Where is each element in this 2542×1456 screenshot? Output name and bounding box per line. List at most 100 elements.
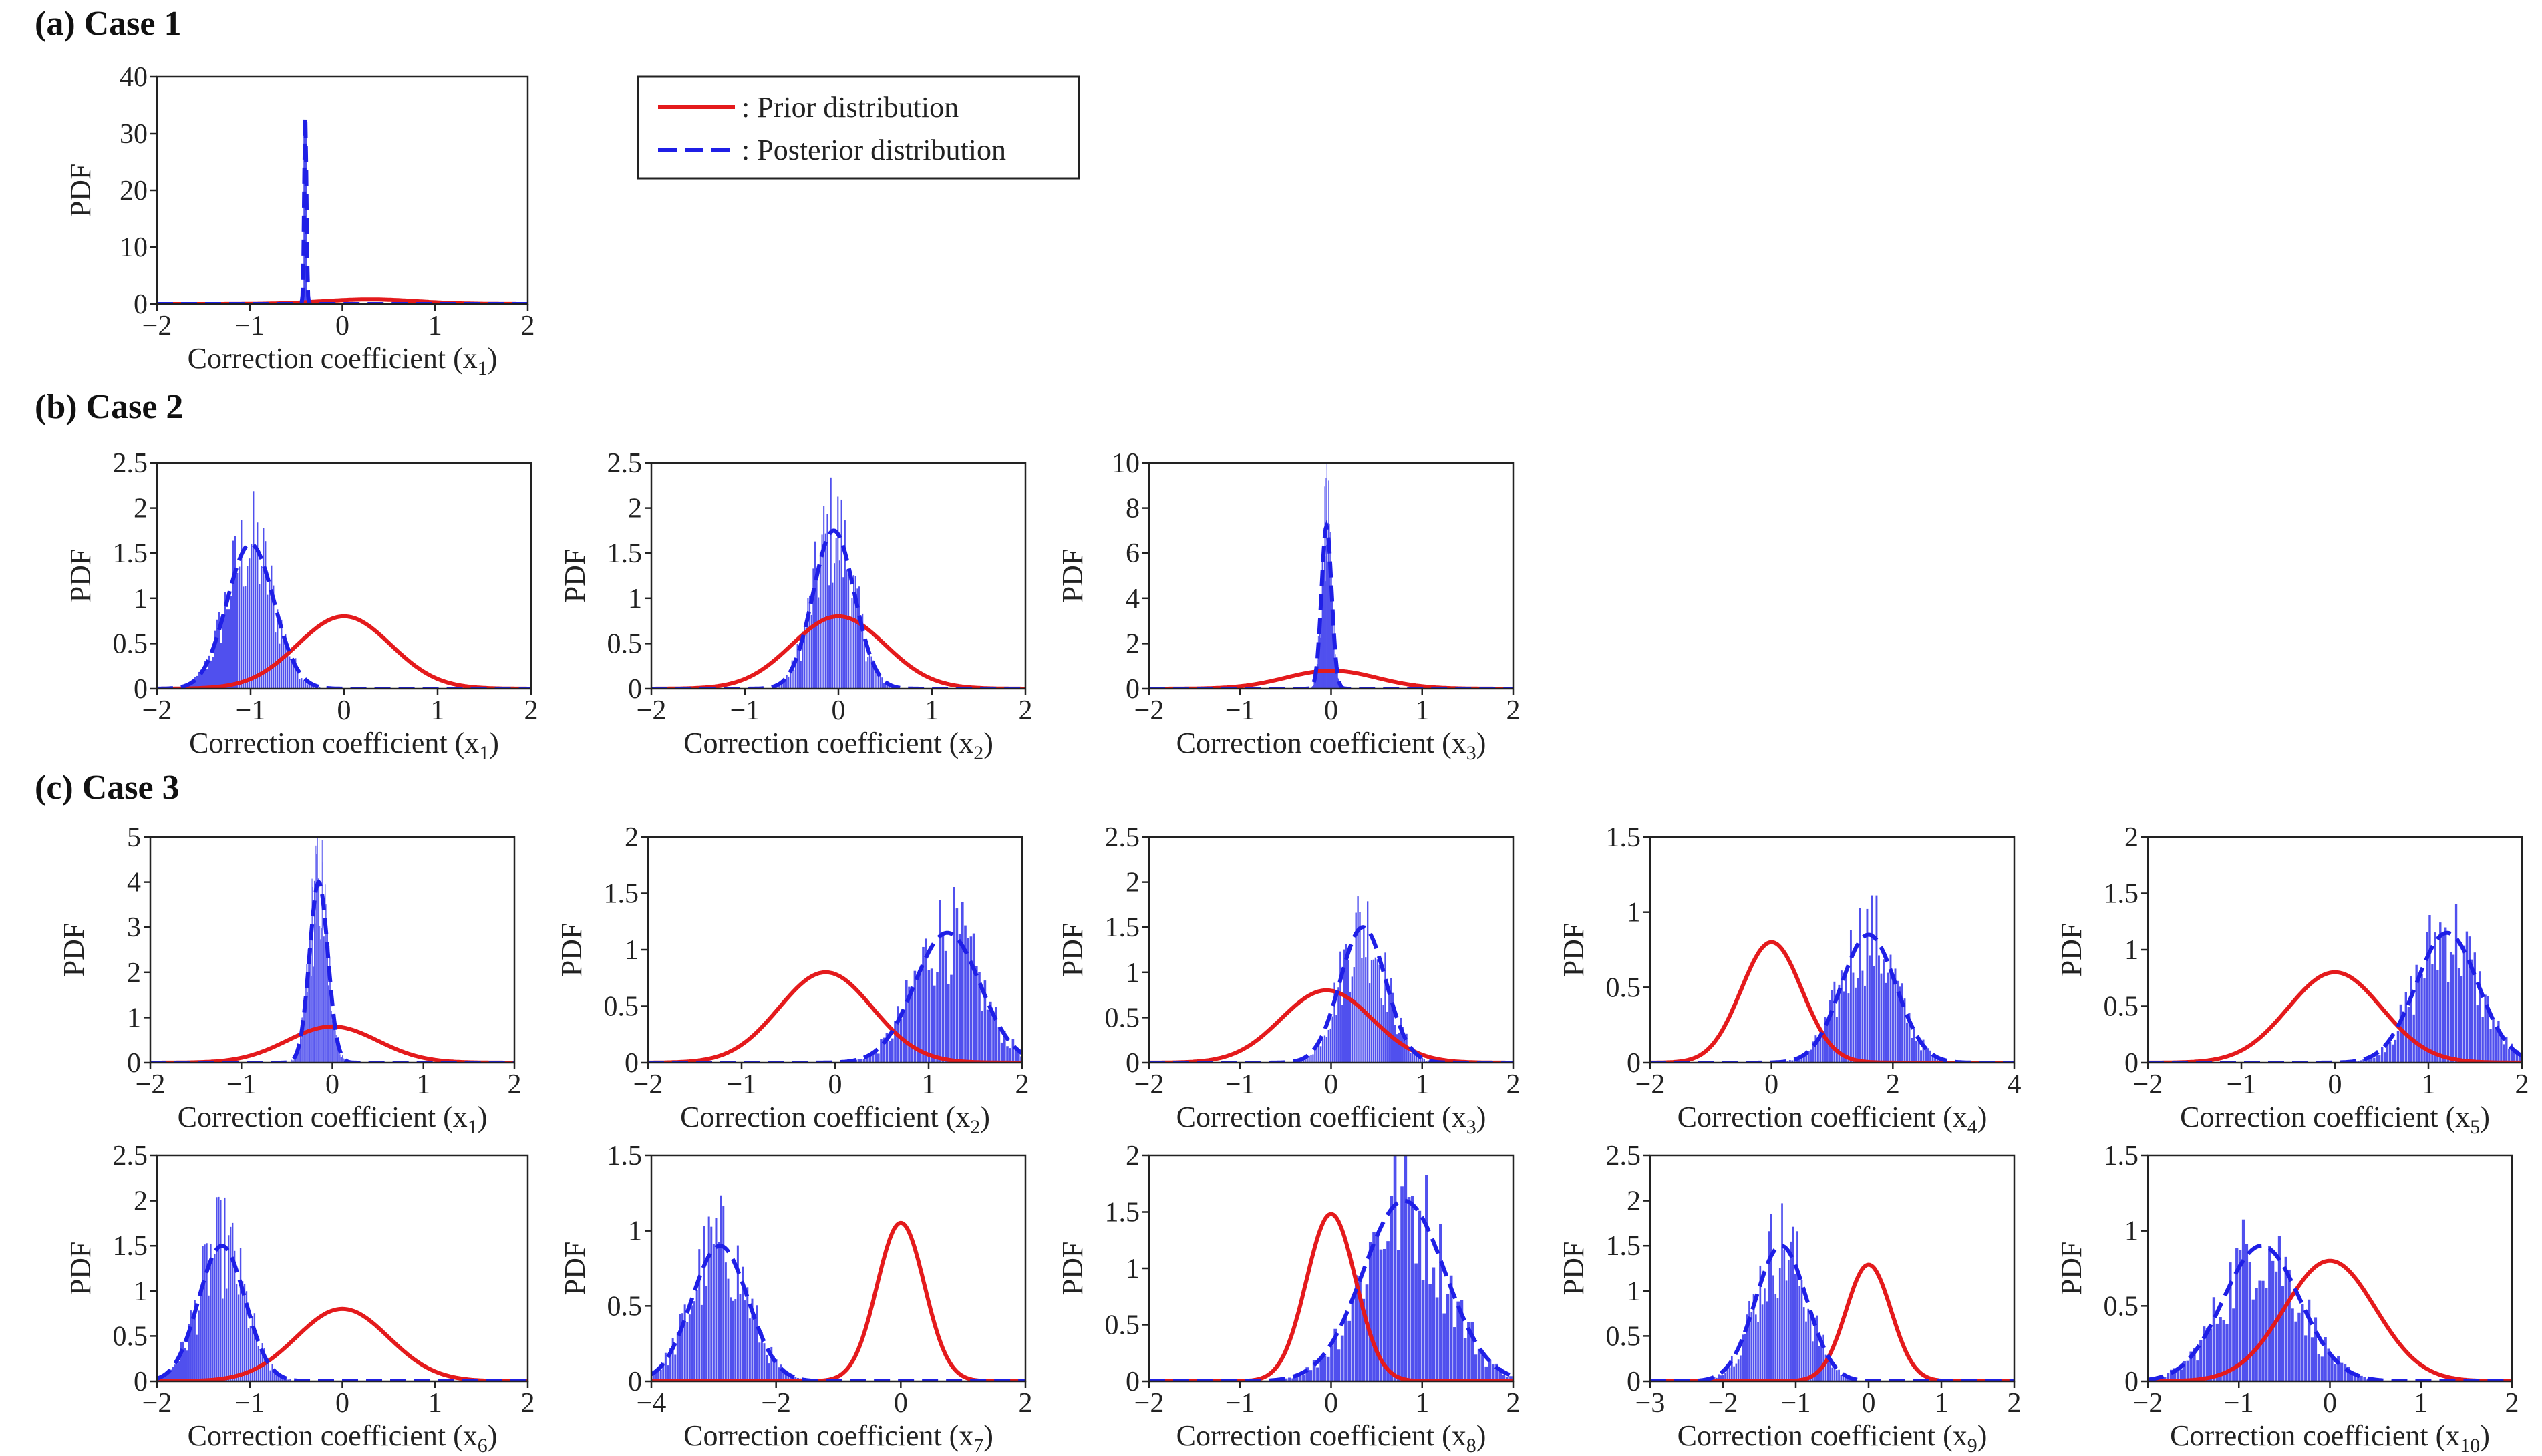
x-tick-label: −2 bbox=[637, 695, 667, 726]
histogram-bar bbox=[214, 1254, 216, 1381]
histogram-bar bbox=[1337, 1349, 1341, 1381]
histogram-bar bbox=[337, 1045, 339, 1063]
histogram-bar bbox=[1351, 976, 1353, 1063]
histogram-bar bbox=[1291, 1378, 1295, 1381]
x-tick-label: −2 bbox=[142, 695, 172, 726]
histogram-bar bbox=[872, 660, 875, 689]
x-tick-label: 2 bbox=[1015, 1069, 1029, 1100]
y-tick-label: 0.5 bbox=[604, 992, 639, 1023]
histogram-bar bbox=[1925, 1048, 1927, 1063]
histogram-bar bbox=[1404, 1041, 1406, 1063]
histogram-bar bbox=[1520, 1378, 1523, 1381]
histogram-bar bbox=[1897, 980, 1899, 1063]
histogram-bar bbox=[1903, 998, 1906, 1063]
histogram-bar bbox=[2362, 1059, 2365, 1063]
histogram-bar bbox=[810, 614, 812, 689]
histogram-bar bbox=[779, 685, 781, 689]
histogram-bar bbox=[299, 1048, 300, 1063]
histogram-bar bbox=[1750, 1312, 1753, 1381]
histogram-bar bbox=[265, 541, 267, 689]
histogram-bar bbox=[1311, 687, 1313, 689]
y-axis-label: PDF bbox=[64, 549, 97, 603]
histogram-bar bbox=[1811, 1341, 1814, 1381]
histogram-bar bbox=[253, 491, 255, 689]
histogram-bar bbox=[2189, 1351, 2193, 1381]
histogram-bar bbox=[688, 1314, 691, 1381]
histogram-bar bbox=[220, 643, 222, 689]
plot-area bbox=[1650, 1203, 2014, 1381]
histogram-bar bbox=[788, 676, 790, 689]
y-tick-label: 2.5 bbox=[1105, 822, 1140, 853]
posterior-curve bbox=[157, 542, 531, 689]
histogram-bar bbox=[285, 634, 287, 689]
histogram-bar bbox=[192, 1318, 194, 1381]
histogram-bar bbox=[1453, 1327, 1456, 1381]
histogram-bar bbox=[1321, 618, 1322, 689]
histogram-bar bbox=[2434, 932, 2436, 1063]
histogram-bar bbox=[1831, 990, 1833, 1063]
y-tick-label: 1.5 bbox=[607, 1141, 643, 1171]
y-tick-label: 0.5 bbox=[607, 1291, 643, 1322]
histogram-bar bbox=[992, 1015, 995, 1063]
histogram-bar bbox=[2462, 945, 2466, 1063]
histogram-bar bbox=[780, 681, 782, 689]
y-tick-label: 0 bbox=[625, 1048, 639, 1079]
y-tick-label: 1 bbox=[625, 935, 639, 966]
histogram-bar bbox=[883, 1037, 885, 1063]
histogram-bar bbox=[204, 661, 206, 689]
histogram-bar bbox=[868, 1054, 871, 1063]
histogram-bar bbox=[975, 966, 978, 1063]
histogram-bar bbox=[2373, 1057, 2376, 1063]
histogram-bar bbox=[1791, 1060, 1794, 1063]
histogram-bar bbox=[1718, 1374, 1720, 1381]
histogram-bar bbox=[198, 671, 200, 689]
panel-b1: −2 −1 0 1 2 0 0.5 1 1.5 2 2.5 PDF Correction coeffic… bbox=[64, 448, 538, 764]
histogram-bar bbox=[2284, 1256, 2287, 1381]
histogram-bar bbox=[1792, 1226, 1794, 1381]
y-axis-label: PDF bbox=[1056, 549, 1089, 603]
prior-curve bbox=[1650, 940, 2014, 1063]
histogram bbox=[1786, 895, 1951, 1063]
histogram-bar bbox=[880, 1039, 883, 1063]
histogram-bar bbox=[1404, 1155, 1408, 1381]
histogram-bar bbox=[676, 1332, 679, 1381]
histogram-bar bbox=[2524, 1056, 2526, 1063]
prior-curve bbox=[2148, 1258, 2512, 1381]
histogram-bar bbox=[877, 1053, 880, 1063]
histogram-bar bbox=[1754, 1314, 1757, 1381]
histogram-bar bbox=[772, 1356, 775, 1381]
histogram-bar bbox=[2503, 1044, 2505, 1063]
histogram-bar bbox=[271, 1364, 273, 1381]
histogram-bar bbox=[1807, 1308, 1810, 1381]
y-tick-label: 2 bbox=[134, 494, 148, 524]
posterior-curve bbox=[157, 1244, 528, 1381]
histogram-bar bbox=[1805, 1321, 1807, 1381]
histogram-bar bbox=[1871, 895, 1873, 1063]
histogram-bar bbox=[2205, 1328, 2209, 1381]
panel-c8: −2 −1 0 1 2 0 0.5 1 1.5 2 PDF Correction coefficien… bbox=[1056, 1141, 1523, 1456]
y-tick-label: 1 bbox=[1126, 1254, 1140, 1284]
x-tick-label: 0 bbox=[2328, 1069, 2342, 1100]
histogram-bar bbox=[916, 974, 919, 1063]
histogram-bar bbox=[691, 1305, 693, 1381]
histogram-bar bbox=[1833, 1365, 1836, 1381]
y-tick-label: 0 bbox=[134, 289, 148, 320]
histogram-bar bbox=[208, 655, 210, 689]
y-axis-label: PDF bbox=[559, 1242, 591, 1296]
histogram-bar bbox=[1386, 1241, 1390, 1381]
x-tick-label: 0 bbox=[1324, 1069, 1338, 1100]
histogram-bar bbox=[1432, 1267, 1436, 1381]
histogram-bar bbox=[216, 1197, 218, 1381]
histogram-bar bbox=[1498, 1368, 1502, 1381]
histogram-bar bbox=[2310, 1337, 2314, 1381]
histogram-bar bbox=[851, 598, 853, 689]
histogram-bar bbox=[2222, 1320, 2225, 1381]
histogram-bar bbox=[2334, 1364, 2337, 1381]
histogram-bar bbox=[754, 1314, 756, 1381]
histogram-bar bbox=[857, 1059, 860, 1063]
x-tick-label: −1 bbox=[1225, 1069, 1255, 1100]
histogram-bar bbox=[908, 986, 911, 1063]
histogram-bar bbox=[2410, 976, 2412, 1063]
histogram-bar bbox=[823, 506, 825, 689]
histogram-bar bbox=[319, 687, 321, 689]
